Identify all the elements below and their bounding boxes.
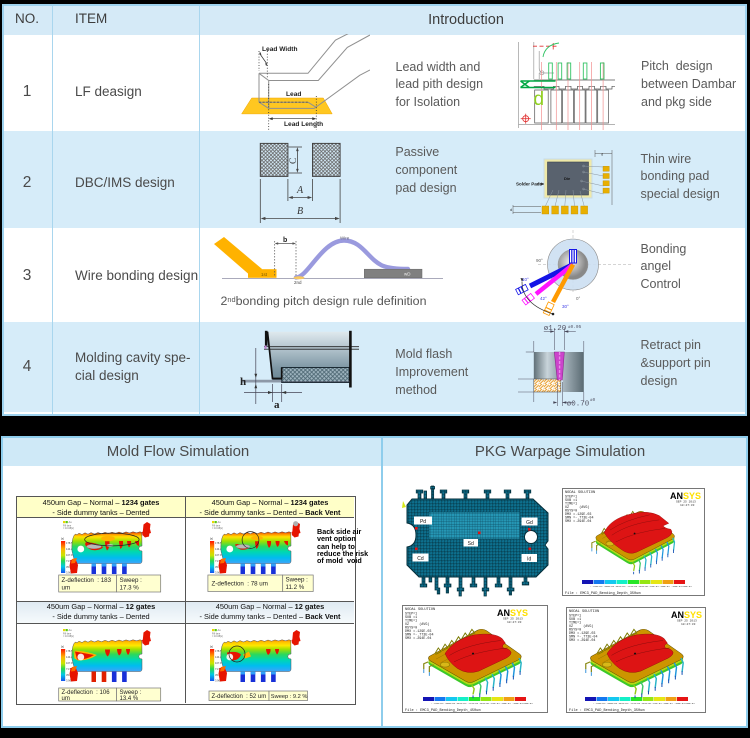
svg-text:11.2 %: 11.2 % [286, 584, 305, 591]
svg-text:d: d [534, 89, 545, 110]
svg-text:1st: 1st [261, 272, 268, 277]
svg-text:h: h [240, 376, 246, 388]
svg-text:30°: 30° [562, 304, 569, 309]
svg-text:Z-deflection : 106: Z-deflection : 106 [62, 690, 111, 696]
svg-text:Z-deflection : 183: Z-deflection : 183 [62, 577, 112, 584]
svg-text:Cd: Cd [417, 556, 424, 562]
svg-text:ø1.20: ø1.20 [544, 325, 567, 333]
svg-text:Sweep :: Sweep : [120, 577, 143, 584]
svg-text:±0: ±0 [590, 397, 596, 403]
svg-text:Sweep : 9.2 %: Sweep : 9.2 % [271, 694, 308, 700]
svg-text:File : EMC3_PAD_Bending_Depth_: File : EMC3_PAD_Bending_Depth_350um [565, 591, 640, 596]
svg-text:Wire: Wire [340, 236, 350, 241]
svg-text:Sd: Sd [468, 541, 474, 547]
svg-text:±0.05: ±0.05 [568, 324, 582, 330]
svg-text:File : EMC3_PAD_Bending_Depth_: File : EMC3_PAD_Bending_Depth_350um [569, 708, 644, 713]
svg-text:um: um [62, 696, 70, 702]
svg-text:Id: Id [527, 557, 531, 563]
svg-text:Lead Length: Lead Length [284, 121, 323, 128]
svg-text:10°: 10° [522, 277, 529, 282]
svg-text:Lead Width: Lead Width [262, 46, 297, 53]
svg-text:Sweep :: Sweep : [286, 577, 309, 584]
svg-text:Die: Die [564, 176, 571, 181]
svg-text:2nd: 2nd [294, 280, 302, 285]
svg-text:Solder Pads: Solder Pads [516, 181, 543, 186]
svg-text:90°: 90° [536, 258, 543, 263]
svg-text:Sweep :: Sweep : [120, 690, 142, 696]
svg-text:a: a [274, 399, 280, 411]
svg-text:0°: 0° [576, 296, 581, 301]
svg-text:d: d [601, 151, 603, 156]
svg-text:wD: wD [404, 272, 411, 277]
svg-text:C: C [289, 158, 299, 164]
svg-text:17.3 %: 17.3 % [120, 585, 140, 592]
svg-text:um: um [62, 585, 71, 592]
svg-text:Gd: Gd [526, 520, 533, 526]
svg-text:Z-deflection : 52 um: Z-deflection : 52 um [212, 694, 267, 700]
svg-text:13.4 %: 13.4 % [120, 696, 139, 702]
svg-text:A: A [296, 185, 304, 196]
svg-text:d: d [510, 207, 512, 212]
svg-text:ø0.70: ø0.70 [567, 401, 590, 409]
svg-text:B: B [297, 206, 303, 217]
svg-text:File : EMC3_PAD_Bending_Depth_: File : EMC3_PAD_Bending_Depth_450um [405, 708, 480, 713]
svg-text:42°: 42° [540, 296, 547, 301]
svg-text:Lead: Lead [286, 91, 301, 98]
svg-text:Pd: Pd [420, 519, 426, 525]
svg-text:Z-deflection : 78 um: Z-deflection : 78 um [212, 581, 268, 588]
svg-text:b: b [283, 237, 287, 244]
